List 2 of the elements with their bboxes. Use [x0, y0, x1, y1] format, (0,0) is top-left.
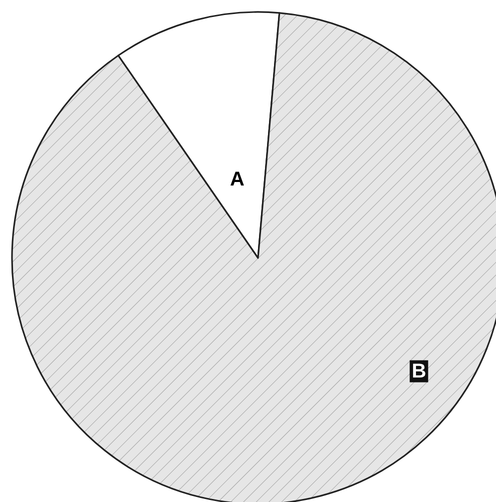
slice-label: B — [412, 360, 426, 382]
slice-label: A — [230, 168, 244, 191]
